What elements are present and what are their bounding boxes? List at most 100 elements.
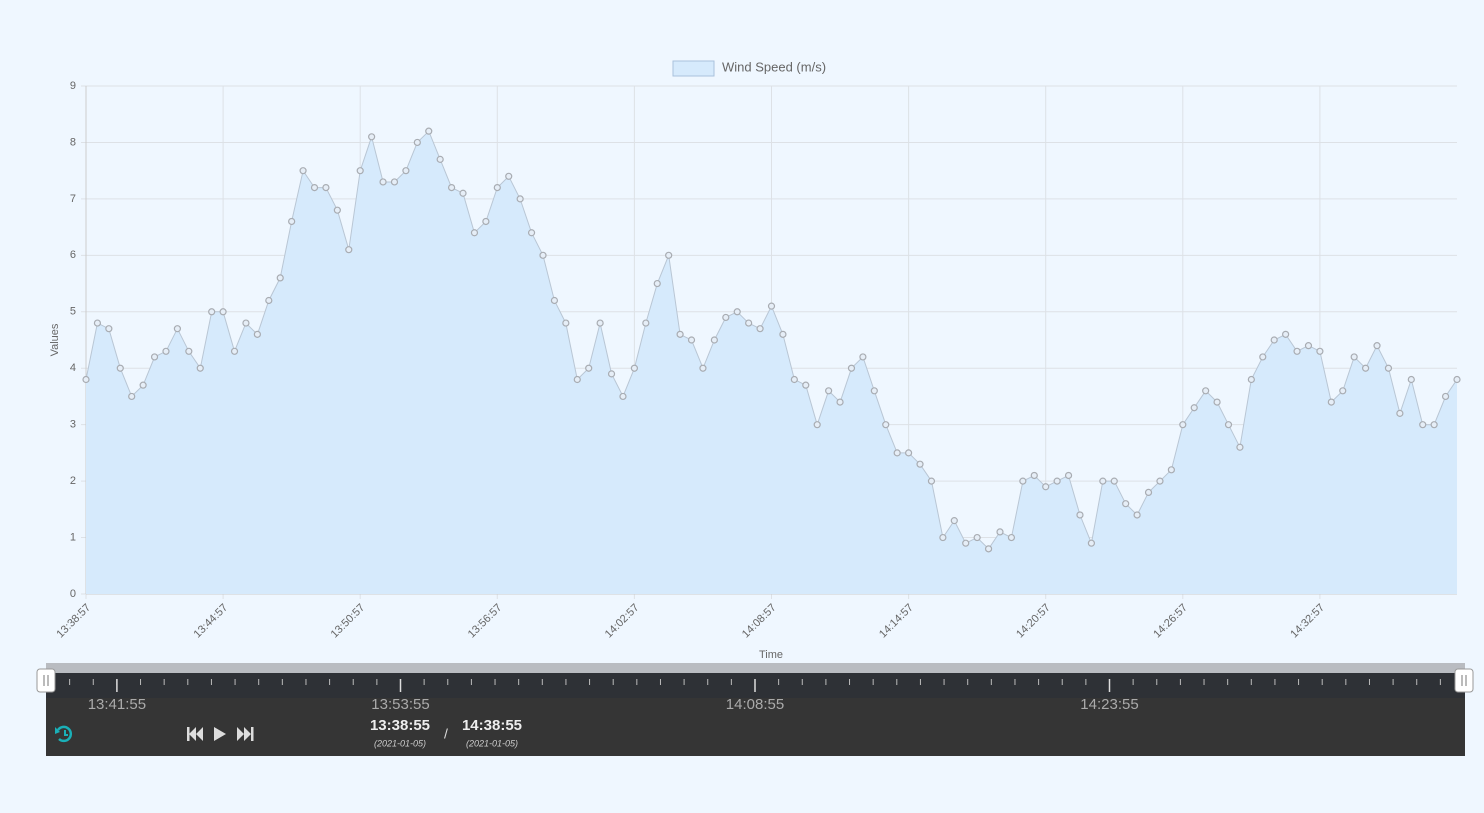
separator: / (444, 726, 448, 742)
point (790, 375, 798, 384)
y-axis-label: Values (49, 323, 61, 356)
point (984, 545, 993, 553)
point (1270, 336, 1278, 344)
point (1133, 511, 1141, 519)
point (1282, 330, 1290, 338)
point (139, 381, 147, 389)
point (322, 184, 330, 192)
point (208, 308, 216, 316)
y-tick-label: 9 (70, 80, 76, 92)
point (1087, 539, 1096, 547)
point (1202, 387, 1210, 395)
point (356, 167, 364, 175)
point (1373, 342, 1381, 350)
point (847, 364, 856, 372)
point (150, 353, 159, 361)
point (1076, 511, 1084, 519)
point (1110, 477, 1118, 485)
point (836, 398, 844, 406)
x-tick-label: 13:38:57 (54, 602, 93, 641)
point (93, 319, 102, 327)
point (402, 167, 410, 175)
point (1304, 342, 1313, 350)
point (505, 172, 513, 180)
point (767, 302, 776, 310)
point (1441, 392, 1450, 401)
point (1064, 471, 1073, 480)
point (1167, 466, 1175, 474)
point (310, 184, 319, 192)
point (550, 296, 559, 305)
point (1407, 375, 1415, 384)
x-tick-label: 13:44:57 (192, 602, 231, 641)
x-tick-label: 14:32:57 (1288, 602, 1327, 641)
step-forward-button[interactable] (237, 727, 254, 741)
y-tick-label: 8 (70, 136, 76, 148)
point (825, 387, 833, 395)
point (676, 330, 684, 338)
timeline-label: 13:41:55 (88, 696, 146, 713)
point (299, 167, 307, 175)
point (196, 364, 204, 372)
point (1144, 488, 1153, 496)
point (1293, 347, 1301, 355)
point (870, 387, 878, 395)
point (1384, 364, 1393, 372)
point (82, 375, 90, 384)
x-tick-label: 14:26:57 (1151, 602, 1190, 641)
point (1453, 375, 1461, 384)
point (687, 336, 696, 344)
point (379, 178, 387, 186)
legend-label[interactable]: Wind Speed (m/s) (722, 59, 826, 74)
point (802, 381, 810, 389)
point (756, 325, 764, 333)
y-tick-label: 5 (70, 306, 76, 318)
x-tick-label: 14:02:57 (603, 602, 642, 641)
point (539, 251, 547, 259)
step-back-button[interactable] (187, 727, 203, 741)
x-tick-label: 13:50:57 (329, 602, 368, 641)
point (345, 246, 353, 254)
point (653, 279, 661, 288)
point (596, 319, 604, 327)
point (1030, 471, 1038, 480)
point (288, 217, 296, 226)
point (1339, 387, 1347, 395)
point (425, 127, 433, 135)
point (950, 517, 958, 525)
point (1156, 477, 1164, 485)
point (1259, 353, 1267, 361)
plot-area: 0 1 2 3 4 5 6 7 8 9 13:38:57 13:44:57 13:50:57 13:56:… (54, 80, 1461, 641)
point (516, 195, 524, 203)
play-button[interactable] (214, 727, 226, 741)
timeline-range[interactable] (46, 663, 1465, 673)
point (710, 336, 718, 344)
point (882, 421, 890, 429)
point (619, 392, 627, 401)
point (116, 364, 124, 372)
timeline-handle-right[interactable] (1454, 668, 1474, 693)
point (996, 528, 1004, 536)
point (1042, 483, 1050, 491)
reset-button[interactable] (55, 725, 73, 743)
point (1179, 421, 1187, 429)
point (470, 229, 479, 237)
point (973, 533, 981, 542)
area (86, 131, 1457, 594)
timeline-label: 14:23:55 (1080, 696, 1138, 713)
point (859, 353, 867, 361)
x-tick-label: 13:56:57 (466, 602, 505, 641)
point (607, 370, 616, 378)
point (733, 308, 741, 316)
point (368, 133, 376, 141)
point (1213, 398, 1221, 406)
timeline-handle-left[interactable] (36, 668, 56, 693)
point (448, 184, 456, 192)
point (219, 308, 227, 316)
end-date: (2021-01-05) (466, 738, 518, 748)
point (722, 313, 730, 322)
point (904, 449, 913, 457)
point (573, 375, 581, 384)
legend-swatch[interactable] (672, 60, 715, 77)
point (1361, 364, 1370, 372)
